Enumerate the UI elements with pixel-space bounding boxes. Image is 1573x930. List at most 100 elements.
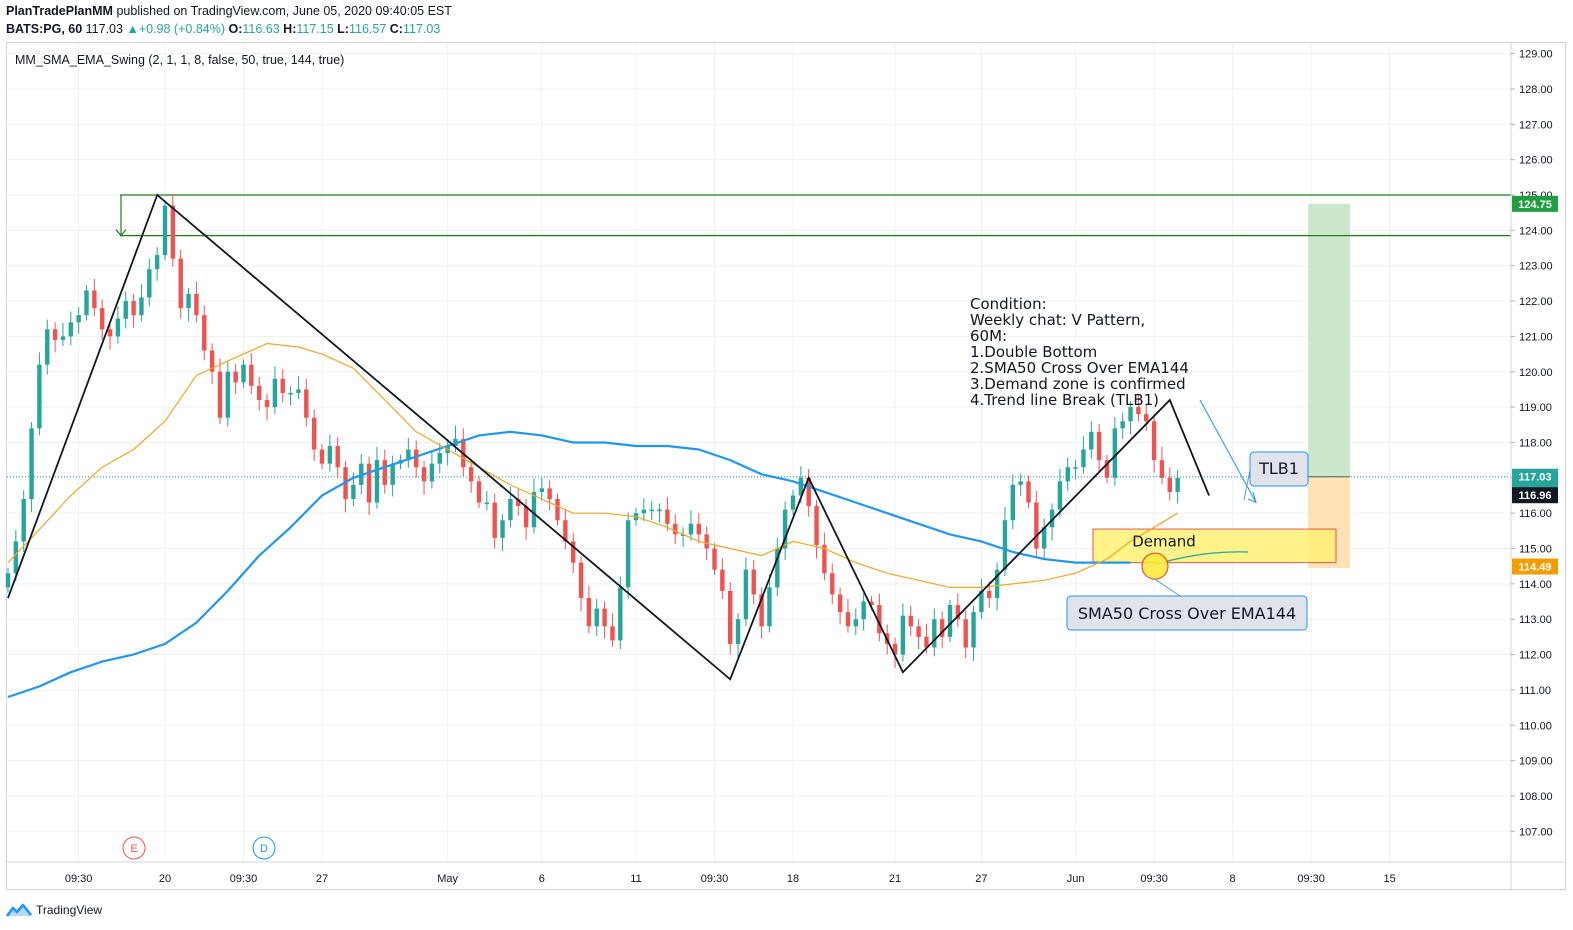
candle-body <box>610 626 615 641</box>
candle-body <box>1144 414 1149 422</box>
candle-body <box>790 495 796 510</box>
candle-body <box>217 371 223 418</box>
candle-body <box>1081 449 1086 468</box>
candle-body <box>1175 477 1180 492</box>
candle-body <box>782 509 788 549</box>
price-tick-label: 111.00 <box>1519 685 1551 697</box>
candle-body <box>728 590 733 644</box>
candle-body <box>987 590 992 598</box>
price-badge-label: 114.49 <box>1518 562 1551 574</box>
price-tick-label: 122.00 <box>1519 296 1553 308</box>
candle-body <box>351 484 356 500</box>
publisher-name[interactable]: PlanTradePlanMM <box>6 4 113 18</box>
annotations: Demand Condition: Weekly chat: V Pattern, 6… <box>15 53 1309 860</box>
candle-body <box>68 322 73 337</box>
candle-body <box>1096 431 1102 461</box>
candle-body <box>178 258 183 309</box>
price-tick-label: 124.00 <box>1519 225 1553 237</box>
condition-line: Weekly chat: V Pattern, <box>970 311 1145 329</box>
symbol-label[interactable]: BATS:PG, 60 <box>6 22 83 36</box>
candle-body <box>641 509 647 514</box>
condition-line: 2.SMA50 Cross Over EMA144 <box>970 359 1189 377</box>
condition-line: Condition: <box>970 295 1047 313</box>
footer: TradingView <box>6 900 102 920</box>
time-tick-label: Jun <box>1067 873 1085 885</box>
candle-body <box>429 463 435 482</box>
candle-body <box>264 400 270 408</box>
time-tick-label: 09:30 <box>230 873 258 885</box>
indicator-lines <box>7 193 1210 699</box>
time-tick-label: 09:30 <box>701 873 729 885</box>
candle-body <box>853 619 858 627</box>
candle-body <box>830 573 835 595</box>
candle-body <box>1073 467 1078 469</box>
price-tick-label: 119.00 <box>1519 402 1552 414</box>
candle-body <box>107 329 113 337</box>
candle-body <box>115 318 121 337</box>
candle-body <box>539 488 544 492</box>
candle-body <box>304 389 309 418</box>
candle-body <box>288 392 293 395</box>
candle-body <box>37 364 42 429</box>
candle-body <box>319 449 325 464</box>
footer-brand[interactable]: TradingView <box>36 903 103 917</box>
candle-body <box>84 290 89 316</box>
candle-body <box>712 548 717 570</box>
candle-body <box>1049 509 1055 528</box>
candle-body <box>233 371 238 383</box>
candle-body <box>861 601 866 620</box>
candle-body <box>123 301 128 319</box>
condition-line: 3.Demand zone is confirmed <box>970 375 1186 393</box>
candle-body <box>1159 460 1165 478</box>
publish-header: PlanTradePlanMM published on TradingView… <box>6 4 452 18</box>
published-text: published on TradingView.com, June 05, 2… <box>116 4 452 18</box>
candle-body <box>1042 527 1047 549</box>
candle-body <box>939 619 945 637</box>
candle-body <box>806 477 811 507</box>
price-axis[interactable]: 107.00 108.00 109.00 110.00 111.00 112.00 113.… <box>1510 43 1558 890</box>
candle-body <box>837 594 843 613</box>
candle-body <box>916 626 921 637</box>
candle-body <box>508 499 513 521</box>
demand-zone <box>1092 528 1337 564</box>
candle-body <box>1136 407 1141 415</box>
tlb-label: TLB1 <box>1258 459 1299 478</box>
candle-body <box>578 562 584 598</box>
candle-body <box>1002 520 1008 570</box>
high-value: 117.15 <box>296 22 334 36</box>
candle-body <box>1104 460 1110 478</box>
price-tick-label: 108.00 <box>1519 791 1553 803</box>
price-badge <box>1512 195 1558 212</box>
time-axis[interactable]: 09:30 20 09:30 27 May 6 11 09:30 18 21 27 Jun 09:30 8… <box>7 861 1566 885</box>
candle-body <box>1034 502 1039 549</box>
candle-body <box>406 449 411 461</box>
candle-body <box>1065 467 1070 482</box>
zones <box>7 194 1511 568</box>
candle-body <box>1151 421 1157 461</box>
demand-label: Demand <box>1132 532 1196 550</box>
candle-body <box>523 506 529 528</box>
price-tick-label: 123.00 <box>1519 261 1553 273</box>
time-tick-label: 27 <box>975 873 987 885</box>
candle-body <box>618 587 623 641</box>
high-label: H: <box>283 22 297 36</box>
candle-body <box>649 509 654 512</box>
candle-body <box>170 205 176 259</box>
price-tick-label: 112.00 <box>1519 650 1552 662</box>
price-badge-label: 124.75 <box>1518 199 1552 211</box>
indicator-legend: MM_SMA_EMA_Swing (2, 1, 1, 8, false, 50,… <box>15 53 344 67</box>
target-arrow-icon <box>115 229 127 237</box>
price-tick-label: 121.00 <box>1519 331 1553 343</box>
candle-body <box>1089 431 1094 450</box>
price-tick-label: 107.00 <box>1519 826 1553 838</box>
time-tick-label: 09:30 <box>65 873 93 885</box>
candle-body <box>947 605 953 637</box>
candle-body <box>186 293 191 309</box>
candle-body <box>657 509 662 512</box>
candle-body <box>241 364 246 383</box>
candle-body <box>704 534 709 549</box>
candle-body <box>209 350 215 372</box>
candle-body <box>759 594 764 627</box>
price-tick-label: 129.00 <box>1519 49 1553 61</box>
